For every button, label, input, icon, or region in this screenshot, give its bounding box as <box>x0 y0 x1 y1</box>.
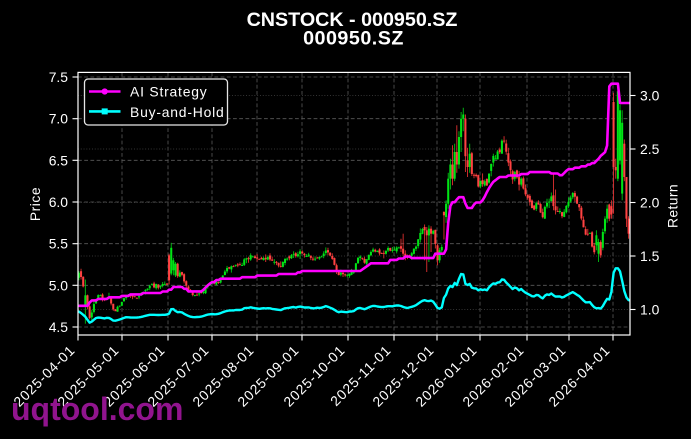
svg-text:3.0: 3.0 <box>640 88 660 104</box>
svg-text:000950.SZ: 000950.SZ <box>303 28 404 50</box>
svg-text:7.5: 7.5 <box>49 69 69 85</box>
svg-text:2.5: 2.5 <box>640 141 660 157</box>
svg-text:CNSTOCK - 000950.SZ: CNSTOCK - 000950.SZ <box>247 9 458 31</box>
svg-text:6.5: 6.5 <box>49 152 69 168</box>
svg-text:7.0: 7.0 <box>49 111 69 127</box>
svg-text:5.0: 5.0 <box>49 277 69 293</box>
svg-text:4.5: 4.5 <box>49 319 69 335</box>
svg-text:uqtool.com: uqtool.com <box>11 391 183 427</box>
svg-text:2.0: 2.0 <box>640 195 660 211</box>
svg-text:Buy-and-Hold: Buy-and-Hold <box>130 104 225 120</box>
svg-text:1.0: 1.0 <box>640 302 660 318</box>
svg-text:1.5: 1.5 <box>640 248 660 264</box>
svg-text:6.0: 6.0 <box>49 194 69 210</box>
svg-text:5.5: 5.5 <box>49 236 69 252</box>
svg-text:Return: Return <box>665 184 681 228</box>
svg-text:Price: Price <box>27 187 43 221</box>
svg-text:AI Strategy: AI Strategy <box>130 83 208 99</box>
